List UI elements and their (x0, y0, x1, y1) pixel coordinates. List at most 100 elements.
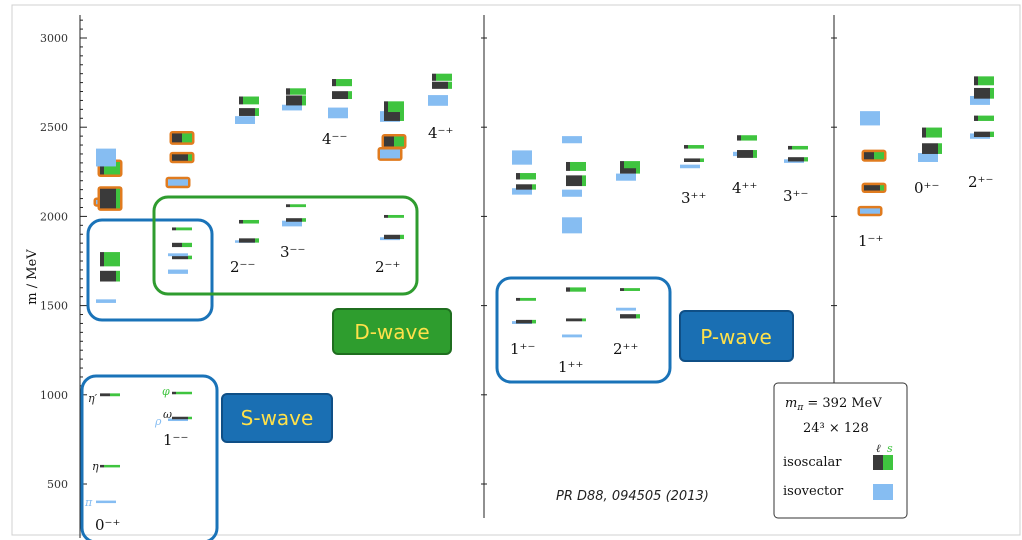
meson-label-phi: φ (162, 385, 170, 398)
y-tick-label: 3000 (40, 32, 68, 45)
isoscalar-strange-state-light-part (100, 464, 104, 468)
isoscalar-mixed-state-strange-part (394, 136, 404, 147)
citation: PR D88, 094505 (2013) (556, 489, 709, 504)
d-wave-region-outline (152, 195, 419, 296)
isoscalar-light-state-strange-part (532, 319, 536, 324)
isoscalar-light-state-strange-part (700, 158, 704, 162)
jpc-label-3+-: 3⁺⁻ (783, 187, 808, 205)
d-wave-tag: D-wave (332, 308, 452, 355)
p-wave-region-outline (495, 276, 672, 384)
isoscalar-light-state-strange-part (302, 218, 306, 222)
isoscalar-light-state (684, 158, 700, 162)
isoscalar-strange-state (741, 135, 757, 141)
isoscalar-light-state-strange-part (255, 238, 259, 243)
isoscalar-strange-state-light-part (172, 391, 176, 395)
isoscalar-light-state-strange-part (302, 95, 306, 106)
isoscalar-light-state-strange-part (400, 108, 404, 121)
isoscalar-light-state (737, 150, 753, 158)
jpc-label-3--: 3⁻⁻ (280, 243, 305, 261)
isovector-state (562, 189, 582, 197)
jpc-label-1+-: 1⁺⁻ (510, 340, 535, 358)
isovector-state (562, 334, 582, 338)
isoscalar-light-state (620, 314, 636, 319)
isoscalar-strange-state (290, 88, 306, 95)
jpc-label-3++: 3⁺⁺ (681, 189, 706, 207)
isovector-state (562, 136, 582, 144)
isoscalar-strange-state (243, 96, 259, 105)
isovector-state (282, 220, 302, 227)
isoscalar-strange-state (978, 115, 994, 121)
isoscalar-light-state (100, 188, 116, 209)
jpc-label-1-+: 1⁻⁺ (858, 232, 883, 250)
jpc-label-4-+: 4⁻⁺ (428, 124, 453, 142)
jpc-label-2+-: 2⁺⁻ (968, 173, 993, 191)
isoscalar-strange-state (570, 287, 586, 292)
isoscalar-light-state-strange-part (400, 234, 404, 240)
jpc-label-2++: 2⁺⁺ (613, 340, 638, 358)
meson-label-rho: ρ (154, 415, 162, 428)
s-wave-tag-background (221, 393, 333, 443)
isoscalar-light-state-strange-part (188, 416, 192, 420)
isovector-state (380, 149, 400, 159)
isovector-state (562, 217, 582, 234)
isoscalar-strange-state (978, 76, 994, 86)
legend-s-label: s (887, 442, 893, 455)
legend-pion-mass: mπ = 392 MeV (785, 396, 882, 413)
isoscalar-mixed-state-strange-part (110, 393, 120, 397)
legend-lattice-volume: 24³ × 128 (803, 421, 869, 436)
jpc-label-2--: 2⁻⁻ (230, 258, 255, 276)
isoscalar-strange-state (792, 145, 808, 150)
isoscalar-strange-state (104, 252, 120, 267)
isoscalar-strange-state-light-part (332, 79, 336, 87)
meson-label-pi: π (84, 496, 93, 509)
isoscalar-strange-state-light-part (566, 287, 570, 292)
isoscalar-light-state (566, 318, 582, 322)
isoscalar-strange-state-light-part (384, 101, 388, 113)
jpc-labels: 0⁻⁺ 1⁻⁻ 2⁻⁻ 3⁻⁻ 2⁻⁺ 4⁻⁻ 4⁻⁺ 1⁺⁻ 1⁺⁺ 2⁺⁺ … (95, 124, 993, 534)
mass-states (93, 73, 994, 504)
isoscalar-strange-state (926, 127, 942, 138)
isovector-state (168, 418, 188, 422)
isoscalar-light-state (239, 238, 255, 243)
isovector-state (168, 179, 188, 186)
isoscalar-strange-state (688, 145, 704, 149)
isoscalar-light-state-strange-part (448, 81, 452, 89)
isoscalar-light-state (566, 175, 582, 187)
isovector-state (235, 116, 255, 124)
isoscalar-light-state (172, 154, 188, 161)
isoscalar-strange-state (570, 161, 586, 171)
isoscalar-light-state-strange-part (636, 314, 640, 319)
jpc-label-1++: 1⁺⁺ (558, 358, 583, 376)
y-axis-title: m / MeV (25, 249, 40, 305)
isoscalar-strange-state-light-part (239, 219, 243, 224)
isoscalar-mixed-state-light-part (864, 152, 874, 160)
isovector-state (860, 208, 880, 214)
isoscalar-strange-state-light-part (620, 288, 624, 291)
isoscalar-strange-state (176, 391, 192, 395)
isoscalar-light-state-strange-part (753, 150, 757, 158)
d-wave-tag-background (332, 308, 452, 355)
s-wave-tag-text: S-wave (241, 406, 314, 430)
legend-isoscalar-strange-swatch (883, 455, 893, 470)
legend-isoscalar-light-swatch (873, 455, 883, 470)
isoscalar-light-state-strange-part (188, 154, 192, 161)
isoscalar-strange-state-light-part (566, 161, 570, 171)
isoscalar-light-state (516, 319, 532, 324)
isoscalar-light-state-strange-part (582, 318, 586, 322)
isoscalar-strange-state-light-part (239, 96, 243, 105)
isoscalar-strange-state-light-part (788, 145, 792, 150)
isoscalar-mixed-state-strange-part (874, 152, 884, 160)
isovector-state (168, 269, 188, 274)
isoscalar-light-state-strange-part (990, 131, 994, 138)
isoscalar-light-state (864, 185, 880, 191)
isovector-state (168, 253, 188, 257)
legend: mπ = 392 MeV 24³ × 128 ℓ s isoscalar iso… (773, 382, 908, 519)
isoscalar-strange-state-light-part (516, 297, 520, 301)
jpc-label-0+-: 0⁺⁻ (914, 179, 939, 197)
isoscalar-light-state (239, 108, 255, 116)
isoscalar-strange-state-light-part (974, 115, 978, 121)
isoscalar-light-state (922, 143, 938, 154)
isoscalar-light-state (516, 184, 532, 190)
isoscalar-strange-state (624, 161, 640, 169)
